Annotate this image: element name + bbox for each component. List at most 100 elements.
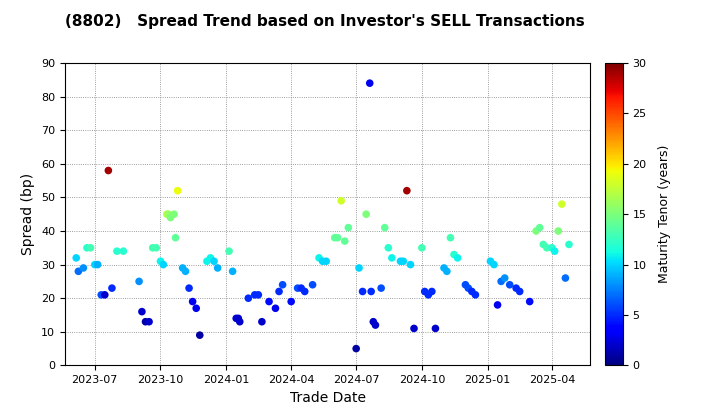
- X-axis label: Trade Date: Trade Date: [289, 391, 366, 405]
- Point: [416, 244, 428, 251]
- Point: [329, 234, 341, 241]
- Y-axis label: Maturity Tenor (years): Maturity Tenor (years): [658, 145, 671, 284]
- Point: [274, 288, 285, 295]
- Point: [395, 258, 406, 265]
- Point: [426, 288, 438, 295]
- Point: [165, 214, 176, 221]
- Point: [270, 305, 282, 312]
- Point: [430, 325, 441, 332]
- Point: [492, 302, 503, 308]
- Point: [295, 285, 307, 291]
- Point: [140, 318, 151, 325]
- Point: [81, 244, 93, 251]
- Point: [249, 291, 261, 298]
- Point: [277, 281, 289, 288]
- Point: [253, 291, 264, 298]
- Y-axis label: Spread (bp): Spread (bp): [22, 173, 35, 255]
- Point: [111, 248, 122, 255]
- Point: [161, 211, 173, 218]
- Point: [187, 298, 199, 305]
- Point: [299, 288, 310, 295]
- Point: [163, 211, 174, 218]
- Point: [208, 258, 220, 265]
- Point: [438, 265, 450, 271]
- Point: [180, 268, 192, 275]
- Point: [106, 285, 117, 291]
- Point: [552, 228, 564, 234]
- Point: [292, 285, 303, 291]
- Point: [556, 201, 567, 207]
- Point: [445, 234, 456, 241]
- Point: [212, 265, 223, 271]
- Point: [423, 291, 434, 298]
- Point: [234, 318, 246, 325]
- Point: [96, 291, 107, 298]
- Point: [117, 248, 129, 255]
- Point: [419, 288, 431, 295]
- Point: [147, 244, 158, 251]
- Point: [364, 80, 376, 87]
- Point: [510, 285, 522, 291]
- Point: [366, 288, 377, 295]
- Point: [168, 211, 180, 218]
- Point: [150, 244, 162, 251]
- Point: [488, 261, 500, 268]
- Point: [343, 224, 354, 231]
- Point: [191, 305, 202, 312]
- Point: [92, 261, 104, 268]
- Point: [563, 241, 575, 248]
- Point: [559, 275, 571, 281]
- Point: [317, 258, 328, 265]
- Point: [177, 265, 189, 271]
- Point: [184, 285, 195, 291]
- Point: [243, 295, 254, 302]
- Point: [351, 345, 362, 352]
- Point: [466, 288, 477, 295]
- Point: [133, 278, 145, 285]
- Point: [499, 275, 510, 281]
- Point: [541, 244, 552, 251]
- Point: [143, 318, 155, 325]
- Point: [313, 255, 325, 261]
- Point: [469, 291, 481, 298]
- Point: [204, 255, 216, 261]
- Point: [375, 285, 387, 291]
- Point: [357, 288, 369, 295]
- Point: [339, 238, 351, 244]
- Point: [524, 298, 536, 305]
- Point: [307, 281, 318, 288]
- Point: [405, 261, 416, 268]
- Point: [459, 281, 471, 288]
- Point: [230, 315, 242, 322]
- Point: [71, 255, 82, 261]
- Point: [332, 234, 343, 241]
- Point: [233, 315, 244, 322]
- Point: [538, 241, 549, 248]
- Point: [401, 187, 413, 194]
- Point: [227, 268, 238, 275]
- Point: [103, 167, 114, 174]
- Point: [256, 318, 268, 325]
- Point: [89, 261, 101, 268]
- Point: [155, 258, 166, 265]
- Point: [369, 322, 381, 328]
- Point: [336, 197, 347, 204]
- Point: [354, 265, 365, 271]
- Point: [534, 224, 546, 231]
- Point: [264, 298, 275, 305]
- Point: [170, 234, 181, 241]
- Text: (8802)   Spread Trend based on Investor's SELL Transactions: (8802) Spread Trend based on Investor's …: [65, 14, 585, 29]
- Point: [549, 248, 560, 255]
- Point: [441, 268, 453, 275]
- Point: [386, 255, 397, 261]
- Point: [172, 187, 184, 194]
- Point: [223, 248, 235, 255]
- Point: [285, 298, 297, 305]
- Point: [194, 332, 205, 339]
- Point: [85, 244, 96, 251]
- Point: [408, 325, 420, 332]
- Point: [531, 228, 542, 234]
- Point: [462, 285, 474, 291]
- Point: [397, 258, 409, 265]
- Point: [320, 258, 332, 265]
